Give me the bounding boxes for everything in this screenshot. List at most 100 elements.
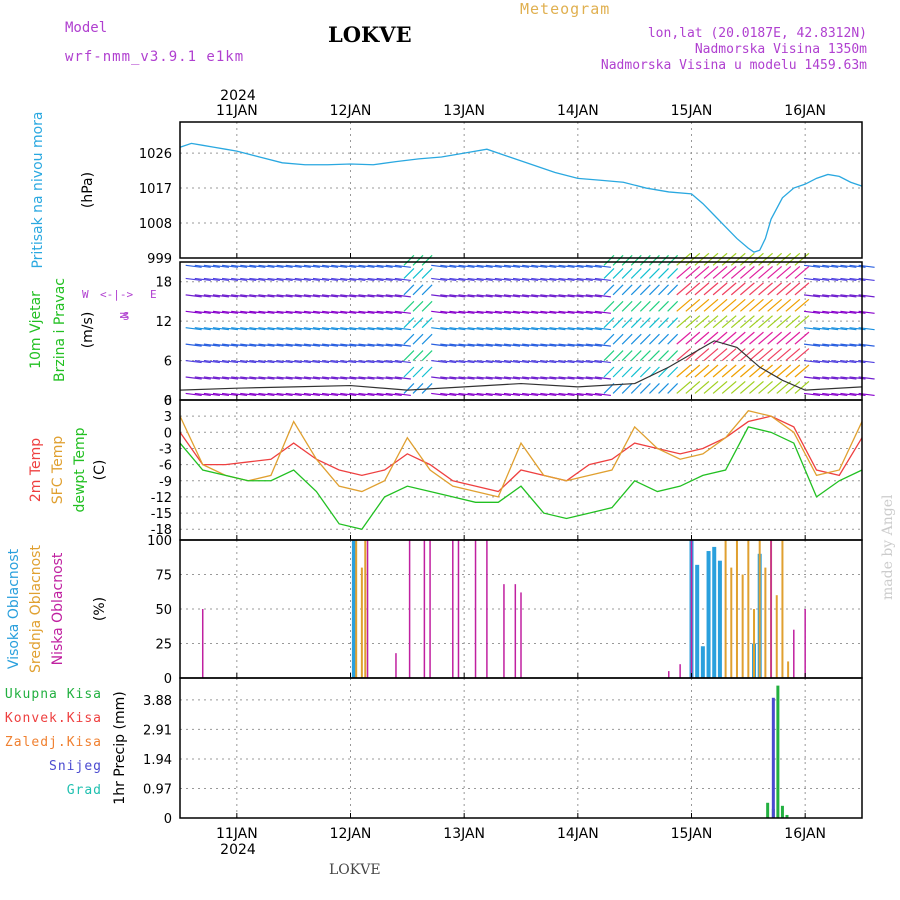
wind-arrow <box>376 310 393 314</box>
wind-arrow <box>185 294 202 298</box>
wind-arrow <box>394 376 411 380</box>
wind-arrow <box>303 392 320 397</box>
y-tick-label: 3.88 <box>143 694 172 709</box>
wind-arrow <box>621 284 633 296</box>
wind-arrow <box>594 376 611 380</box>
wind-arrow <box>476 359 493 364</box>
wind-arrow <box>639 284 651 296</box>
low-cloud-bar <box>452 540 454 678</box>
wind-arrow <box>267 310 284 314</box>
wind-arrow <box>585 264 602 268</box>
wind-arrow <box>785 364 801 378</box>
wind-arrow <box>522 277 539 282</box>
wind-arrow <box>385 343 402 347</box>
wind-arrow <box>276 376 293 380</box>
lonlat-label: lon,lat (20.0187E, 42.8312N) <box>647 26 867 41</box>
wind-arrow <box>485 376 502 380</box>
wind-arrow <box>630 366 642 378</box>
wind-arrow <box>630 254 642 266</box>
model-elevation-label: Nadmorska Visina u modelu 1459.63m <box>600 58 867 73</box>
wind-arrow <box>694 331 710 345</box>
wind-arrow <box>503 359 521 364</box>
wind-arrow <box>376 376 393 380</box>
wind-arrow <box>785 265 801 279</box>
wind-arrow <box>331 376 348 380</box>
wind-arrow <box>385 310 402 314</box>
wind-arrow <box>694 348 710 362</box>
wind-arrow <box>503 327 521 331</box>
wind-arrow <box>649 300 660 312</box>
wind-arrow <box>849 310 866 314</box>
wind-arrow <box>421 300 433 312</box>
wind-arrow <box>840 294 857 298</box>
wind-arrow <box>249 277 266 282</box>
wind-arrow <box>667 383 679 394</box>
wind-arrow <box>612 268 624 279</box>
wind-arrow <box>813 310 830 314</box>
low-cloud-bar <box>503 584 505 678</box>
wind-arrow <box>412 254 424 266</box>
wind-arrow <box>703 282 719 296</box>
wind-arrow <box>803 359 821 364</box>
mid-cloud-bar <box>730 567 733 678</box>
wind-arrow <box>431 359 448 364</box>
wind-arrow <box>231 277 248 282</box>
wind-arrow <box>394 343 411 347</box>
wind-arrow <box>349 343 366 347</box>
wind-arrow <box>567 310 584 314</box>
wind-arrow <box>285 392 302 397</box>
wind-arrow <box>540 294 557 298</box>
wind-arrow <box>549 277 566 282</box>
wind-arrow <box>367 310 384 314</box>
wind-arrow <box>249 264 266 268</box>
low-cloud-title: Niska Oblacnost <box>50 552 66 665</box>
wind-unit: (m/s) <box>80 312 96 349</box>
wind-arrow <box>322 294 339 298</box>
low-cloud-bar <box>457 540 460 678</box>
wind-arrow <box>576 310 593 314</box>
wind-arrow <box>185 264 202 268</box>
wind-arrow <box>294 277 311 282</box>
y-tick-label: -15 <box>151 507 172 522</box>
wind-arrow <box>458 294 475 298</box>
y-tick-label: -9 <box>159 475 172 490</box>
mid-cloud-bar <box>724 540 727 678</box>
wind-arrow <box>440 327 457 331</box>
wind-arrow <box>467 264 484 268</box>
wind-arrow <box>831 277 848 282</box>
wind-arrow <box>576 277 593 282</box>
wind-arrow <box>212 310 230 314</box>
wind-arrow <box>822 277 839 282</box>
wind-arrow <box>294 376 311 380</box>
wind-arrow <box>385 392 402 397</box>
wind-arrow <box>440 264 457 268</box>
wind-arrow <box>721 364 737 378</box>
wind-arrow <box>322 264 339 268</box>
wind-arrow <box>249 294 266 298</box>
wind-arrow <box>203 343 220 347</box>
t2m-line <box>179 415 863 493</box>
wind-arrow <box>294 264 311 268</box>
wind-arrow <box>294 310 311 314</box>
wind-arrow <box>712 282 728 296</box>
wind-arrow <box>621 254 633 266</box>
wind-arrow <box>721 331 737 345</box>
wind-arrow <box>776 252 792 266</box>
wind-arrow <box>276 294 293 298</box>
wind-arrow <box>822 310 839 314</box>
wind-arrow <box>739 298 755 312</box>
wind-arrow <box>603 350 615 361</box>
wind-arrow <box>494 310 511 314</box>
wind-arrow <box>567 327 584 331</box>
wind-arrow <box>803 327 821 331</box>
wind-arrow <box>676 331 692 345</box>
mid-cloud-bar <box>735 540 738 678</box>
y-tick-label: 25 <box>155 638 172 653</box>
wind-arrow <box>849 359 866 364</box>
wind-arrow <box>231 327 248 331</box>
wind-arrow <box>194 264 211 268</box>
wind-arrow <box>340 343 357 347</box>
wind-arrow <box>340 277 357 282</box>
wind-arrow <box>703 315 719 329</box>
wind-arrow <box>621 366 633 378</box>
